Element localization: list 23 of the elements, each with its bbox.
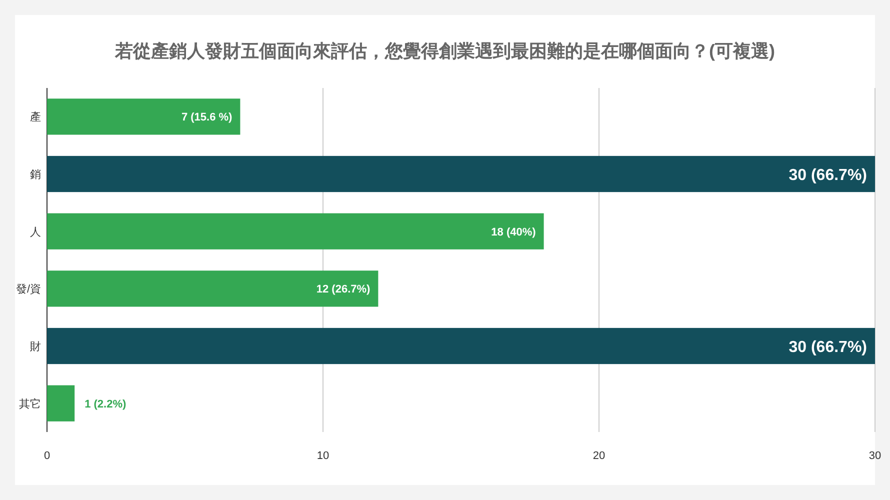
bar (47, 328, 875, 364)
y-tick-label: 產 (30, 110, 41, 124)
data-label: 18 (40%) (491, 226, 536, 238)
chart-title: 若從產銷人發財五個面向來評估，您覺得創業遇到最困難的是在哪個面向？(可複選) (114, 41, 775, 61)
y-tick-label: 銷 (30, 169, 41, 181)
data-label: 30 (66.7%) (788, 166, 867, 184)
y-tick-label: 發/資 (16, 284, 41, 296)
y-tick-label: 財 (30, 341, 41, 353)
data-label: 12 (26.7%) (316, 284, 371, 296)
data-label: 7 (15.6 %) (181, 112, 233, 124)
bar (47, 98, 240, 135)
x-tick-label: 0 (44, 450, 50, 462)
x-tick-label: 20 (592, 450, 606, 462)
bar (47, 156, 875, 192)
data-label: 1 (2.2%) (84, 398, 127, 410)
data-label: 30 (66.7%) (788, 338, 867, 356)
x-tick-label: 30 (868, 450, 882, 462)
x-tick-label: 10 (316, 450, 330, 462)
bar (47, 213, 544, 250)
y-tick-label: 人 (30, 226, 41, 238)
bar (47, 270, 378, 307)
y-tick-label: 其它 (19, 397, 41, 410)
bar (47, 385, 75, 422)
